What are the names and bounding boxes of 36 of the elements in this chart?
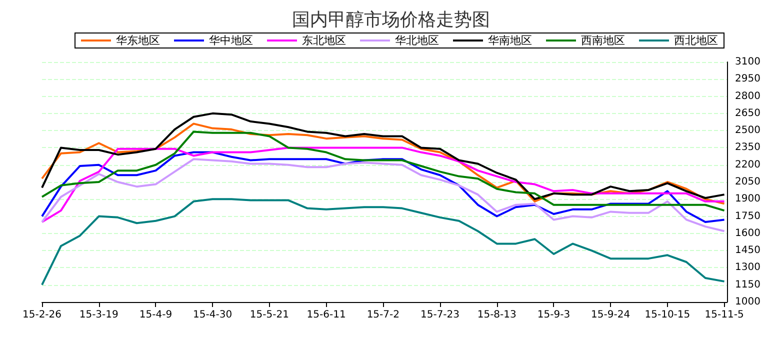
y-tick-label: 1150	[735, 279, 760, 290]
y-tick-label: 2500	[735, 125, 760, 136]
x-tick-label: 15-10-15	[644, 310, 690, 320]
y-tick-label: 2200	[735, 159, 760, 170]
x-tick-label: 15-9-24	[591, 310, 630, 320]
y-tick-label: 2950	[735, 74, 760, 85]
y-tick-label: 1750	[735, 210, 760, 222]
legend-label: 东北地区	[302, 34, 346, 47]
x-tick-label: 15-5-21	[250, 310, 289, 320]
y-tick-label: 2650	[735, 108, 760, 119]
x-tick-label: 15-3-19	[79, 310, 118, 320]
chart-title: 国内甲醇市场价格走势图	[292, 10, 490, 30]
legend-label: 华东地区	[116, 34, 160, 47]
x-tick-label: 15-11-5	[704, 310, 744, 320]
legend-label: 西南地区	[581, 34, 625, 47]
y-tick-label: 3100	[735, 56, 760, 68]
y-tick-label: 1600	[735, 228, 760, 239]
y-tick-label: 2350	[735, 142, 760, 154]
x-tick-label: 15-4-9	[139, 310, 172, 320]
x-tick-label: 15-8-13	[477, 310, 516, 320]
y-tick-label: 1300	[735, 262, 760, 274]
legend-label: 西北地区	[674, 34, 718, 47]
y-tick-label: 1900	[735, 194, 760, 205]
y-tick-label: 2800	[735, 90, 760, 102]
x-tick-label: 15-6-11	[306, 310, 346, 320]
y-tick-label: 2050	[735, 176, 760, 188]
x-tick-label: 15-7-2	[366, 310, 400, 320]
y-tick-label: 1450	[735, 245, 760, 256]
x-tick-label: 15-7-23	[420, 310, 460, 320]
x-tick-label: 15-4-30	[193, 310, 232, 320]
y-tick-label: 1000	[735, 296, 760, 308]
x-tick-label: 15-2-26	[22, 310, 62, 320]
legend-label: 华北地区	[395, 34, 439, 47]
legend-label: 华南地区	[488, 34, 532, 47]
x-tick-label: 15-9-3	[537, 310, 570, 320]
legend-label: 华中地区	[209, 34, 253, 47]
